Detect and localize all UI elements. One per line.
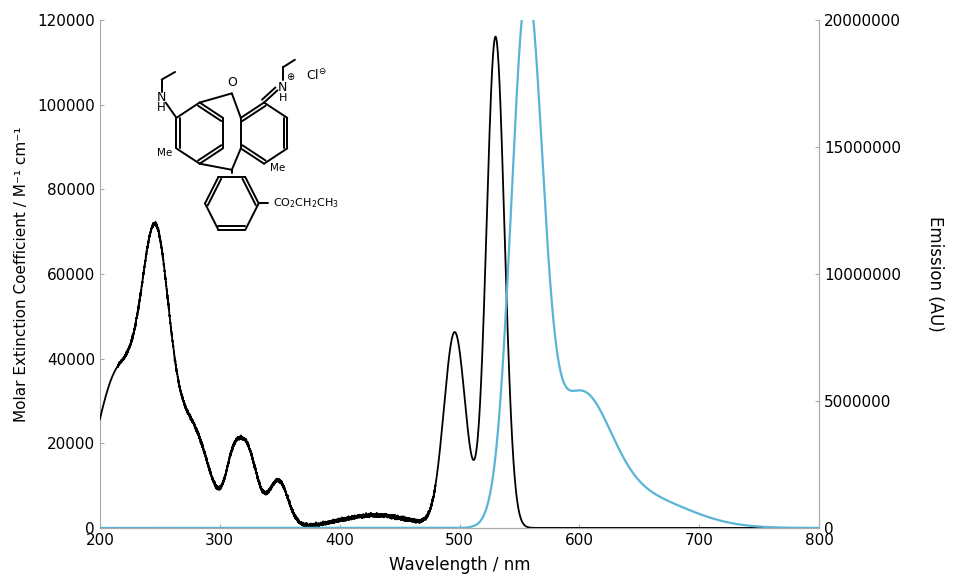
Text: O: O (227, 76, 237, 89)
Text: Me: Me (157, 148, 172, 158)
Y-axis label: Emission (AU): Emission (AU) (926, 216, 945, 332)
Text: H: H (157, 101, 166, 113)
Text: N: N (157, 92, 167, 105)
Text: Me: Me (270, 163, 285, 173)
X-axis label: Wavelength / nm: Wavelength / nm (389, 556, 531, 574)
Text: Cl$^{\ominus}$: Cl$^{\ominus}$ (306, 68, 327, 82)
Y-axis label: Molar Extinction Coefficient / M⁻¹ cm⁻¹: Molar Extinction Coefficient / M⁻¹ cm⁻¹ (13, 126, 29, 422)
Text: H: H (279, 93, 287, 103)
Text: $\oplus$: $\oplus$ (286, 71, 295, 82)
Text: N: N (278, 81, 287, 93)
Text: CO$_2$CH$_2$CH$_3$: CO$_2$CH$_2$CH$_3$ (273, 196, 339, 211)
